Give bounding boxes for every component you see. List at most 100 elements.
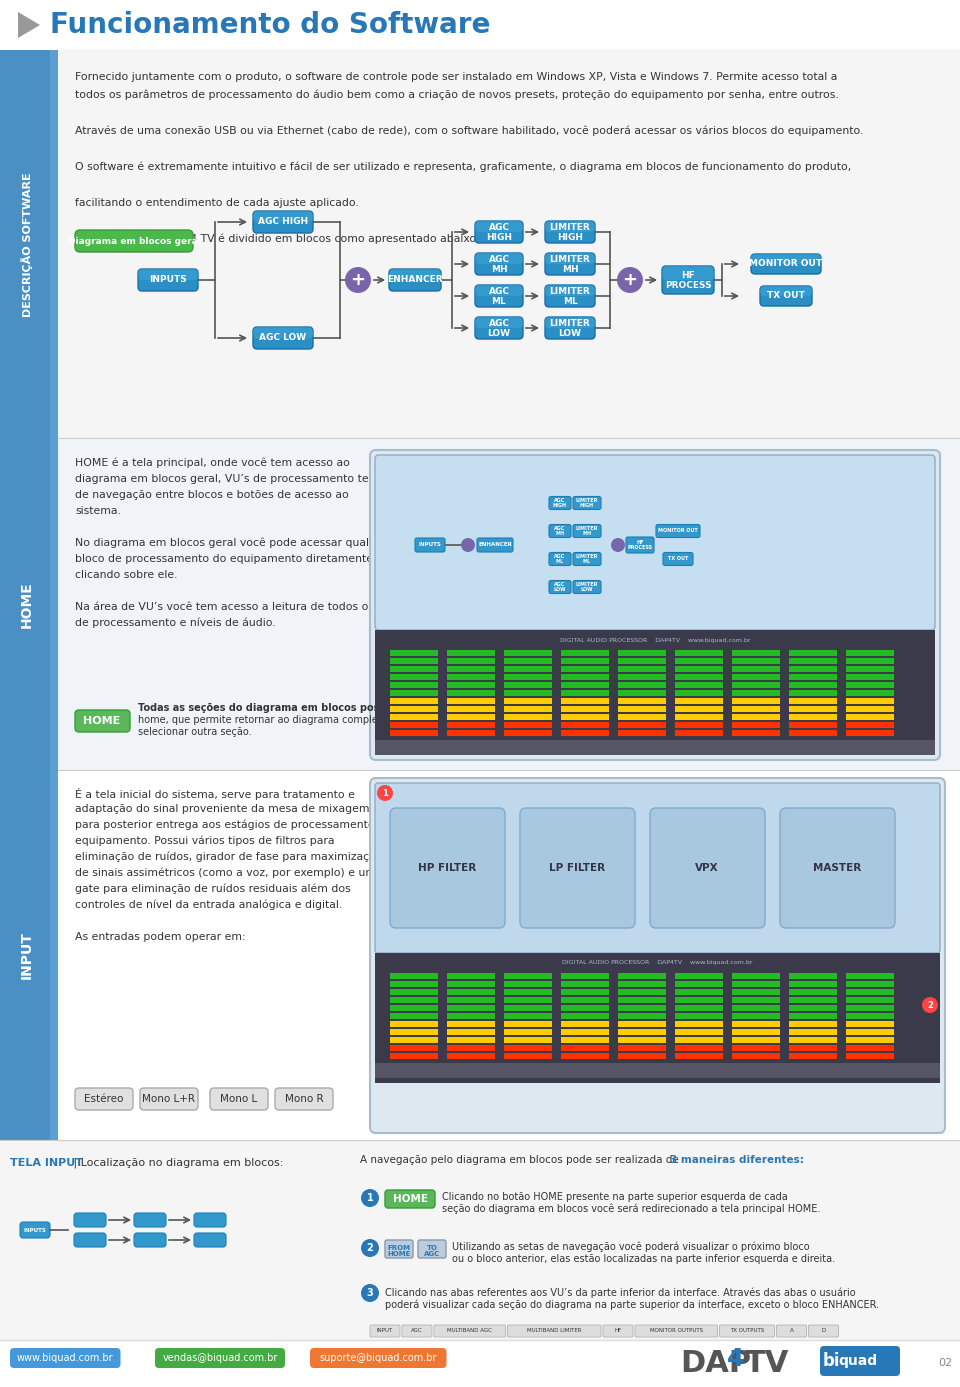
Text: AGC: AGC bbox=[489, 254, 510, 264]
Text: INPUTS: INPUTS bbox=[419, 542, 442, 548]
Text: Na área de VU’s você tem acesso a leitura de todos os VU’s: Na área de VU’s você tem acesso a leitur… bbox=[75, 602, 402, 612]
Bar bbox=[50, 440, 58, 770]
Text: MULTIBAND LIMITER: MULTIBAND LIMITER bbox=[527, 1329, 582, 1333]
Text: INPUTS: INPUTS bbox=[24, 1227, 46, 1233]
Bar bbox=[390, 1021, 438, 1026]
Bar bbox=[675, 674, 723, 680]
Bar bbox=[504, 674, 552, 680]
Bar bbox=[447, 1044, 495, 1051]
Bar bbox=[618, 1053, 666, 1060]
Bar bbox=[504, 989, 552, 994]
Bar bbox=[561, 714, 609, 720]
FancyBboxPatch shape bbox=[375, 784, 940, 953]
Bar bbox=[789, 689, 837, 696]
Bar bbox=[561, 1006, 609, 1011]
FancyBboxPatch shape bbox=[194, 1214, 226, 1227]
Text: HF
PROCESS: HF PROCESS bbox=[628, 540, 653, 551]
Bar bbox=[846, 1021, 894, 1026]
Bar bbox=[618, 1044, 666, 1051]
Text: AGC
HIGH: AGC HIGH bbox=[553, 498, 567, 509]
Bar bbox=[447, 1021, 495, 1026]
Bar bbox=[846, 674, 894, 680]
FancyBboxPatch shape bbox=[434, 1325, 506, 1337]
FancyBboxPatch shape bbox=[74, 1233, 106, 1247]
Text: TV: TV bbox=[745, 1348, 789, 1377]
FancyBboxPatch shape bbox=[663, 552, 693, 566]
Bar bbox=[561, 989, 609, 994]
Bar bbox=[846, 1029, 894, 1035]
FancyBboxPatch shape bbox=[134, 1233, 166, 1247]
Text: MH: MH bbox=[562, 265, 578, 273]
Text: MONITOR OUT: MONITOR OUT bbox=[750, 259, 823, 269]
Bar bbox=[732, 706, 780, 712]
Bar bbox=[675, 1013, 723, 1019]
Text: suporte@biquad.com.br: suporte@biquad.com.br bbox=[320, 1352, 437, 1363]
Bar bbox=[447, 1053, 495, 1060]
Bar bbox=[732, 989, 780, 994]
Text: home, que permite retornar ao diagrama completo e: home, que permite retornar ao diagrama c… bbox=[138, 716, 396, 725]
Circle shape bbox=[345, 268, 371, 293]
Text: AGC: AGC bbox=[424, 1251, 440, 1257]
FancyBboxPatch shape bbox=[389, 269, 441, 280]
Text: Clicando no botão HOME presente na parte superior esquerda de cada
seção do diag: Clicando no botão HOME presente na parte… bbox=[442, 1191, 821, 1214]
Bar bbox=[447, 997, 495, 1003]
Bar bbox=[618, 682, 666, 688]
FancyBboxPatch shape bbox=[370, 1325, 400, 1337]
FancyBboxPatch shape bbox=[545, 284, 595, 295]
Text: DIGITAL AUDIO PROCESSOR    DAP4TV    www.biquad.com.br: DIGITAL AUDIO PROCESSOR DAP4TV www.biqua… bbox=[563, 960, 753, 965]
Text: TX OUT: TX OUT bbox=[767, 291, 804, 301]
Bar bbox=[504, 714, 552, 720]
FancyBboxPatch shape bbox=[545, 221, 595, 232]
Bar bbox=[390, 657, 438, 664]
Bar bbox=[789, 723, 837, 728]
Bar bbox=[618, 689, 666, 696]
Text: Todas as seções do diagrama em blocos possuem o botão: Todas as seções do diagrama em blocos po… bbox=[138, 703, 454, 713]
Text: equipamento. Possui vários tipos de filtros para: equipamento. Possui vários tipos de filt… bbox=[75, 836, 334, 846]
Bar bbox=[789, 1021, 837, 1026]
Text: O processador DAP4 TV é dividido em blocos como apresentado abaixo:: O processador DAP4 TV é dividido em bloc… bbox=[75, 234, 480, 244]
Bar bbox=[675, 981, 723, 988]
FancyBboxPatch shape bbox=[808, 1325, 838, 1337]
FancyBboxPatch shape bbox=[390, 809, 505, 928]
Text: AGC: AGC bbox=[489, 319, 510, 327]
Text: AGC: AGC bbox=[411, 1329, 422, 1333]
FancyBboxPatch shape bbox=[402, 1325, 432, 1337]
Bar bbox=[561, 1029, 609, 1035]
Bar bbox=[390, 1013, 438, 1019]
Bar bbox=[618, 1037, 666, 1043]
Bar bbox=[447, 723, 495, 728]
Bar bbox=[504, 981, 552, 988]
Bar bbox=[732, 682, 780, 688]
Text: ML: ML bbox=[563, 297, 577, 305]
Bar bbox=[504, 1013, 552, 1019]
Bar bbox=[390, 682, 438, 688]
Text: vendas@biquad.com.br: vendas@biquad.com.br bbox=[162, 1352, 277, 1363]
FancyBboxPatch shape bbox=[573, 524, 601, 538]
Text: MONITOR OUT: MONITOR OUT bbox=[659, 528, 698, 534]
Bar bbox=[846, 698, 894, 705]
Bar bbox=[504, 666, 552, 671]
Bar bbox=[390, 1006, 438, 1011]
Text: HOME: HOME bbox=[20, 581, 34, 628]
Text: LOW: LOW bbox=[559, 329, 582, 337]
FancyBboxPatch shape bbox=[475, 284, 523, 295]
FancyBboxPatch shape bbox=[253, 211, 313, 233]
Bar bbox=[618, 666, 666, 671]
Bar bbox=[375, 741, 935, 755]
Text: D: D bbox=[822, 1329, 826, 1333]
Bar bbox=[0, 770, 960, 1140]
Text: AGC LOW: AGC LOW bbox=[259, 333, 306, 343]
Text: de sinais assimétricos (como a voz, por exemplo) e um: de sinais assimétricos (como a voz, por … bbox=[75, 868, 376, 878]
FancyBboxPatch shape bbox=[603, 1325, 633, 1337]
Bar bbox=[789, 730, 837, 736]
Text: +: + bbox=[622, 270, 637, 288]
Text: LP FILTER: LP FILTER bbox=[549, 863, 605, 872]
Bar bbox=[732, 974, 780, 979]
FancyBboxPatch shape bbox=[475, 318, 523, 327]
Text: LIMITER: LIMITER bbox=[550, 319, 590, 327]
Bar bbox=[447, 730, 495, 736]
Bar bbox=[846, 723, 894, 728]
Bar bbox=[675, 651, 723, 656]
Bar bbox=[732, 997, 780, 1003]
Bar bbox=[504, 1037, 552, 1043]
